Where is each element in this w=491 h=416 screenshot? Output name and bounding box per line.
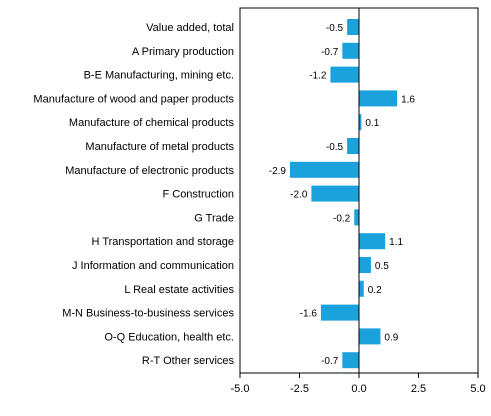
value-label: -1.6 — [300, 309, 318, 320]
value-label: -2.0 — [290, 190, 308, 201]
category-labels: Value added, total A Primary production B-… — [33, 22, 234, 367]
category-label: M-N Business-to-business services — [62, 308, 234, 320]
bar-m-n-business-to-business-services — [320, 304, 359, 321]
category-label: Manufacture of electronic products — [65, 165, 234, 177]
category-label: L Real estate activities — [124, 284, 234, 296]
value-label: 0.9 — [384, 332, 398, 343]
x-tick-label: -2.5 — [290, 383, 309, 395]
bar-b-e-manufacturing-mining-etc — [330, 66, 359, 83]
category-label: B-E Manufacturing, mining etc. — [84, 70, 234, 82]
bar-j-information-and-communication — [359, 257, 371, 273]
value-label: 0.5 — [375, 261, 389, 272]
bars-layer — [289, 19, 398, 369]
category-label: Manufacture of chemical products — [69, 117, 235, 129]
value-label: 0.2 — [368, 285, 382, 296]
bar-g-trade — [354, 209, 359, 226]
x-tick-label: 0.0 — [351, 383, 366, 395]
value-label: -0.2 — [333, 213, 351, 224]
bar-manufacture-of-wood-and-paper-products — [359, 90, 398, 107]
category-label: R-T Other services — [142, 355, 235, 367]
value-label: -1.2 — [309, 71, 327, 82]
category-label: Value added, total — [146, 22, 234, 34]
bar-a-primary-production — [342, 42, 359, 59]
category-label: J Information and communication — [72, 260, 234, 272]
value-label: -0.7 — [321, 356, 339, 367]
x-axis-ticks: -5.0 -2.5 0.0 2.5 5.0 — [231, 373, 486, 395]
value-label: 0.1 — [365, 118, 379, 129]
bar-h-transportation-and-storage — [359, 233, 386, 250]
value-label: -0.7 — [321, 47, 339, 58]
value-label: -0.5 — [326, 142, 344, 153]
x-tick-label: 5.0 — [470, 383, 485, 395]
bar-manufacture-of-metal-products — [347, 138, 359, 154]
value-labels: -0.5 -0.7 -1.2 1.6 0.1 -0.5 -2.9 -2.0 -0.2 1.1 0.5… — [269, 23, 416, 367]
bar-manufacture-of-electronic-products — [289, 161, 359, 178]
bar-o-q-education-health-etc — [359, 328, 381, 345]
category-label: G Trade — [194, 212, 234, 224]
bar-l-real-estate-activities — [359, 280, 364, 297]
bar-manufacture-of-chemical-products — [359, 114, 362, 131]
category-label: Manufacture of wood and paper products — [33, 93, 234, 105]
x-tick-label: -5.0 — [231, 383, 250, 395]
category-label: O-Q Education, health etc. — [104, 331, 234, 343]
category-label: Manufacture of metal products — [85, 141, 234, 153]
value-label: 1.1 — [389, 237, 403, 248]
bar-r-t-other-services — [342, 352, 359, 369]
category-label: F Construction — [162, 189, 234, 201]
bar-value-added-total — [347, 19, 359, 35]
value-label: 1.6 — [401, 94, 415, 105]
category-label: A Primary production — [132, 46, 234, 58]
value-label: -0.5 — [326, 23, 344, 34]
x-tick-label: 2.5 — [411, 383, 426, 395]
value-label: -2.9 — [269, 166, 287, 177]
bar-f-construction — [311, 185, 359, 202]
category-label: H Transportation and storage — [92, 236, 234, 248]
